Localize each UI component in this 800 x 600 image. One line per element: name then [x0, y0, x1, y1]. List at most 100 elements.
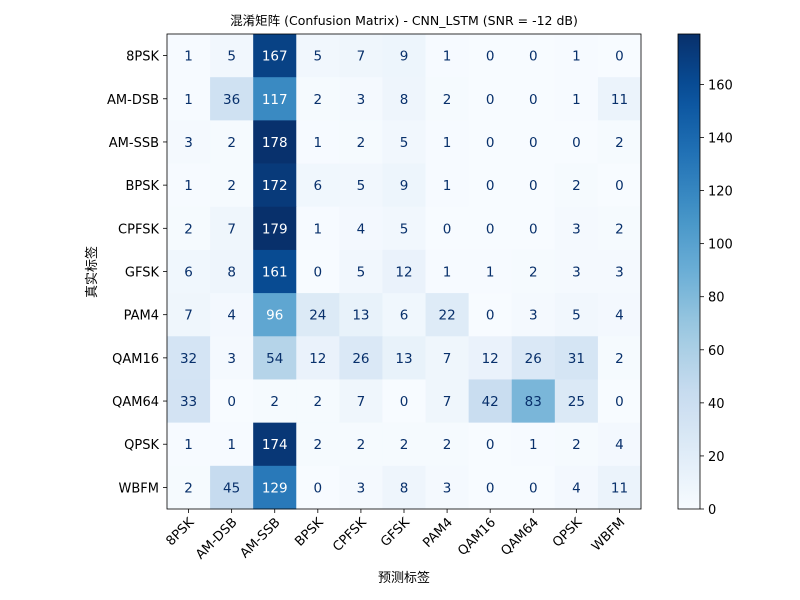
- cell-value-label: 3: [529, 308, 538, 324]
- heatmap-cell: [167, 379, 211, 424]
- cell-value-label: 3: [572, 265, 581, 281]
- colorbar-tick-label: 20: [708, 450, 725, 465]
- cell-value-label: 0: [314, 480, 323, 496]
- y-tick-label: CPFSK: [118, 222, 159, 237]
- colorbar: 0 20 40 60 80 100 120 140 160: [677, 33, 733, 518]
- heatmap-cell: [210, 379, 254, 424]
- cell-value-label: 161: [262, 265, 288, 281]
- heatmap-cell: [210, 422, 254, 467]
- heatmap-cell: [253, 120, 297, 164]
- y-tick-label: PAM4: [124, 309, 159, 324]
- heatmap-cell: [253, 206, 297, 251]
- cell-value-label: 167: [262, 49, 288, 65]
- heatmap-cell: [425, 293, 470, 337]
- cell-value-label: 4: [615, 308, 624, 324]
- heatmap-cell: [210, 293, 254, 337]
- heatmap-cell: [382, 206, 426, 251]
- heatmap-cell: [253, 336, 297, 380]
- heatmap-cell: [425, 379, 470, 424]
- cell-value-label: 4: [357, 221, 366, 237]
- heatmap-cell: [597, 293, 642, 337]
- cell-value-label: 7: [184, 308, 193, 324]
- heatmap-cell: [425, 77, 470, 121]
- cell-value-label: 2: [184, 480, 193, 496]
- heatmap-cell: [511, 206, 556, 251]
- heatmap-cell: [511, 422, 556, 467]
- cell-value-label: 0: [615, 178, 624, 194]
- heatmap-cell: [425, 206, 470, 251]
- y-tick-label: AM-DSB: [107, 93, 159, 108]
- heatmap-cell: [210, 249, 254, 294]
- heatmap-cell: [554, 379, 599, 424]
- heatmap-cell: [296, 249, 340, 294]
- cell-value-label: 12: [309, 351, 326, 367]
- cell-value-label: 1: [184, 49, 193, 65]
- cell-value-label: 2: [357, 437, 366, 453]
- heatmap-cell: [425, 465, 470, 510]
- cell-value-label: 96: [266, 308, 283, 324]
- cell-value-label: 178: [262, 135, 288, 151]
- cell-value-label: 9: [400, 178, 409, 194]
- heatmap-cell: [296, 379, 340, 424]
- cell-value-label: 0: [529, 92, 538, 108]
- cell-value-label: 5: [227, 49, 236, 65]
- heatmap-cell: [339, 249, 383, 294]
- cell-value-label: 1: [184, 92, 193, 108]
- cell-value-label: 2: [314, 92, 323, 108]
- cell-value-label: 0: [529, 178, 538, 194]
- colorbar-tick-label: 120: [708, 185, 733, 200]
- cell-value-label: 0: [486, 135, 495, 151]
- heatmap-cell: [210, 206, 254, 251]
- cell-value-label: 2: [184, 221, 193, 237]
- colorbar-gradient: [677, 33, 701, 510]
- heatmap-cell: [382, 34, 426, 78]
- cell-value-label: 36: [223, 92, 240, 108]
- cell-value-label: 5: [572, 308, 581, 324]
- heatmap-cell: [554, 206, 599, 251]
- cell-value-label: 8: [400, 92, 409, 108]
- heatmap-cell: [425, 336, 470, 380]
- heatmap-cell: [210, 465, 254, 510]
- cell-value-label: 42: [482, 394, 499, 410]
- heatmap-cell: [339, 293, 383, 337]
- cell-value-label: 33: [180, 394, 197, 410]
- cell-value-label: 32: [180, 351, 197, 367]
- heatmap-cell: [468, 379, 513, 424]
- cell-value-label: 2: [314, 437, 323, 453]
- heatmap-cell: [511, 77, 556, 121]
- y-tick-label: AM-SSB: [109, 136, 159, 151]
- cell-value-label: 129: [262, 480, 288, 496]
- heatmap-cell: [597, 163, 642, 208]
- cell-value-label: 0: [400, 394, 409, 410]
- heatmap-cell: [511, 379, 556, 424]
- heatmap-cell: [468, 163, 513, 208]
- heatmap-cell: [597, 465, 642, 510]
- heatmap-cell: [167, 163, 211, 208]
- heatmap-cells: [167, 34, 642, 510]
- x-tick-label: QAM16: [455, 515, 499, 559]
- heatmap-cell: [382, 77, 426, 121]
- heatmap-cell: [468, 293, 513, 337]
- cell-value-label: 13: [395, 351, 412, 367]
- heatmap-cell: [253, 34, 297, 78]
- cell-value-label: 2: [615, 351, 624, 367]
- cell-value-label: 0: [314, 265, 323, 281]
- cell-value-label: 0: [486, 308, 495, 324]
- heatmap-cell: [468, 422, 513, 467]
- heatmap-cell: [382, 249, 426, 294]
- cell-value-label: 0: [486, 49, 495, 65]
- x-tick-label: WBFM: [589, 515, 628, 554]
- heatmap-cell: [339, 120, 383, 164]
- y-tick-label: QAM16: [112, 352, 159, 367]
- cell-value-label: 3: [443, 480, 452, 496]
- colorbar-tick-label: 0: [708, 503, 716, 518]
- x-tick-label: AM-DSB: [193, 515, 240, 562]
- cell-value-label: 2: [615, 221, 624, 237]
- heatmap-cell: [253, 163, 297, 208]
- heatmap-cell: [597, 206, 642, 251]
- heatmap-cell: [511, 293, 556, 337]
- heatmap-cell: [468, 465, 513, 510]
- heatmap-cell: [597, 336, 642, 380]
- heatmap-cell: [210, 77, 254, 121]
